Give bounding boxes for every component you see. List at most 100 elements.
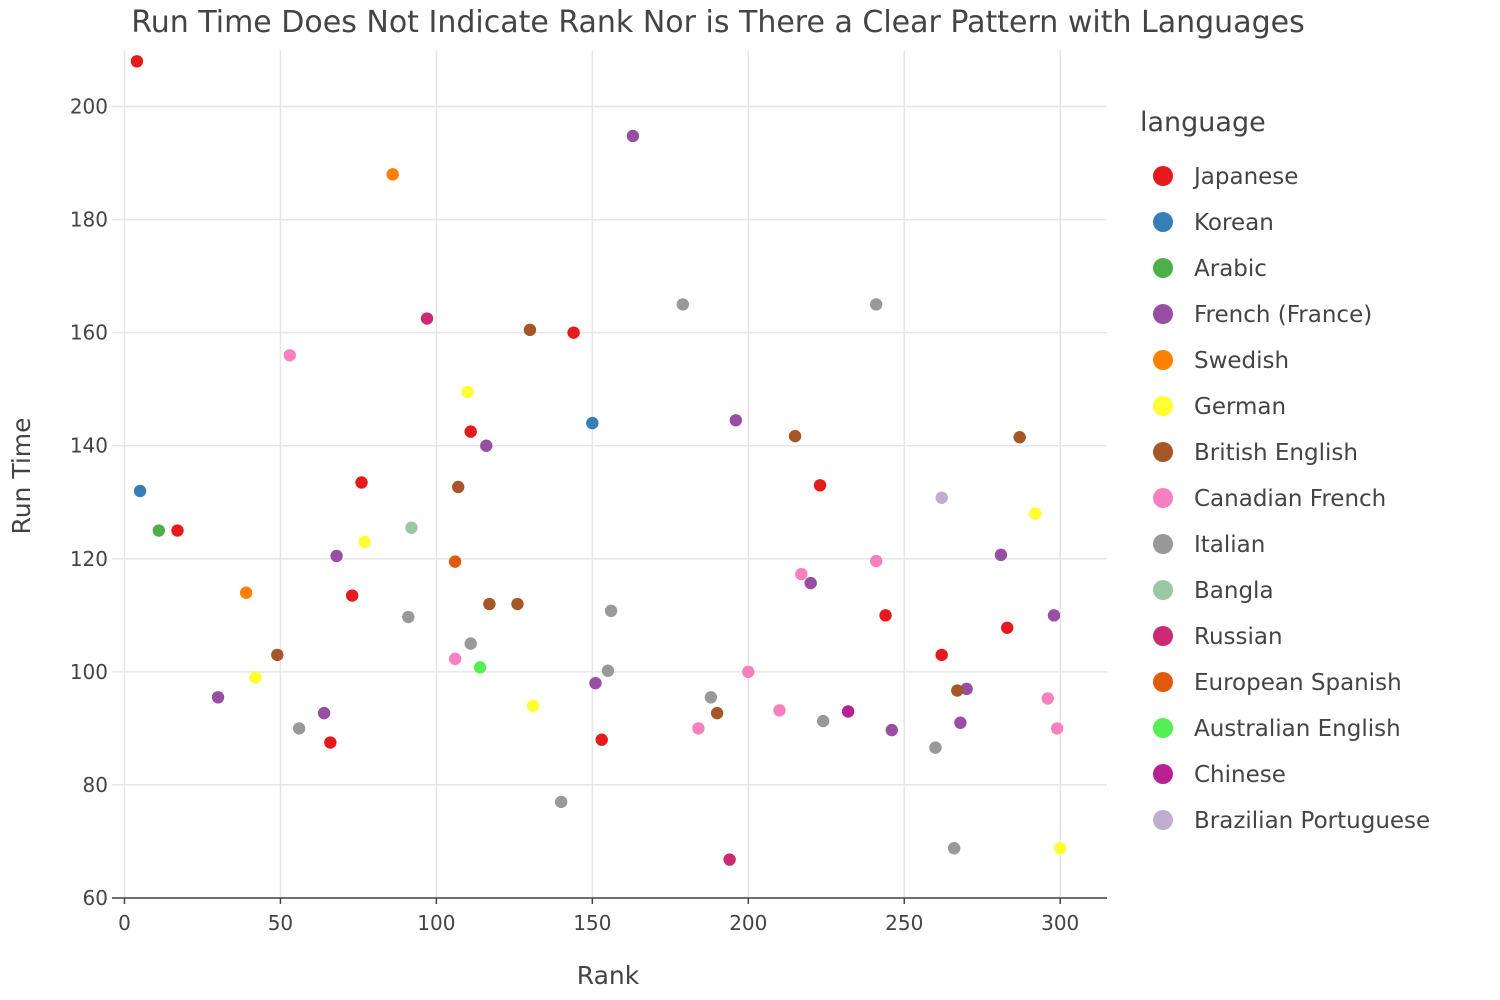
legend-swatch bbox=[1153, 580, 1173, 600]
point-french-france bbox=[804, 576, 817, 590]
point-french-france bbox=[317, 706, 331, 720]
point-japanese bbox=[171, 524, 184, 537]
legend-label: Italian bbox=[1194, 532, 1265, 558]
legend-swatch bbox=[1153, 810, 1173, 830]
point-japanese bbox=[935, 648, 948, 662]
point-british-english bbox=[452, 480, 465, 494]
legend-item-european-spanish[interactable]: European Spanish bbox=[1153, 670, 1402, 696]
point-canadian-french bbox=[448, 652, 462, 666]
point-japanese bbox=[324, 736, 337, 749]
point-french-france bbox=[330, 549, 343, 563]
point-japanese bbox=[813, 479, 827, 492]
point-italian bbox=[292, 722, 306, 735]
legend-item-russian[interactable]: Russian bbox=[1153, 624, 1283, 650]
point-russian bbox=[420, 312, 434, 325]
legend-item-italian[interactable]: Italian bbox=[1153, 532, 1265, 558]
point-british-english bbox=[788, 429, 802, 443]
point-canadian-french bbox=[692, 722, 705, 735]
legend-label: Australian English bbox=[1194, 716, 1401, 742]
point-italian bbox=[947, 842, 961, 855]
x-axis-ticks: 0 50 100 150 200 250 300 bbox=[118, 898, 1079, 935]
point-italian bbox=[604, 604, 618, 618]
point-french-france bbox=[994, 548, 1008, 562]
legend-item-australian-english[interactable]: Australian English bbox=[1153, 716, 1401, 742]
point-italian bbox=[601, 664, 615, 677]
legend-item-german[interactable]: German bbox=[1153, 394, 1286, 420]
point-canadian-french bbox=[283, 349, 296, 362]
point-swedish bbox=[239, 586, 253, 599]
point-swedish bbox=[386, 168, 399, 181]
point-german bbox=[526, 699, 540, 712]
legend-item-bangla[interactable]: Bangla bbox=[1153, 578, 1274, 604]
legend-item-canadian-french[interactable]: Canadian French bbox=[1153, 486, 1386, 512]
legend-item-brazilian-portuguese[interactable]: Brazilian Portuguese bbox=[1153, 808, 1430, 834]
y-tick-label: 180 bbox=[70, 208, 108, 232]
legend-label: German bbox=[1194, 394, 1286, 420]
legend-swatch bbox=[1153, 488, 1173, 508]
point-german bbox=[461, 385, 474, 399]
x-tick-label: 50 bbox=[268, 911, 293, 935]
point-canadian-french bbox=[1050, 722, 1064, 735]
legend-item-swedish[interactable]: Swedish bbox=[1153, 348, 1289, 374]
point-british-english bbox=[951, 684, 964, 697]
x-axis-title: Rank bbox=[577, 961, 640, 990]
legend-item-korean[interactable]: Korean bbox=[1153, 210, 1274, 236]
point-german bbox=[358, 535, 371, 549]
point-british-english bbox=[483, 597, 496, 611]
point-german bbox=[249, 671, 262, 684]
point-british-english bbox=[511, 597, 524, 611]
point-french-france bbox=[1047, 609, 1061, 622]
point-japanese bbox=[595, 733, 608, 746]
y-tick-label: 120 bbox=[70, 547, 108, 571]
legend-items: Japanese Korean Arabic French (France) Swedi… bbox=[1153, 164, 1430, 834]
point-japanese bbox=[464, 425, 477, 438]
legend-item-arabic[interactable]: Arabic bbox=[1153, 256, 1267, 282]
point-british-english bbox=[271, 648, 284, 662]
x-tick-label: 100 bbox=[417, 911, 455, 935]
legend-label: British English bbox=[1194, 440, 1358, 466]
legend-label: Swedish bbox=[1194, 348, 1289, 374]
legend-label: Chinese bbox=[1194, 762, 1286, 788]
legend-swatch bbox=[1153, 304, 1173, 324]
x-tick-label: 0 bbox=[118, 911, 131, 935]
legend-swatch bbox=[1153, 718, 1173, 738]
y-axis-title: Run Time bbox=[7, 417, 36, 534]
legend-swatch bbox=[1153, 212, 1173, 232]
legend-label: Brazilian Portuguese bbox=[1194, 808, 1430, 834]
point-italian bbox=[816, 714, 830, 728]
legend-swatch bbox=[1153, 442, 1173, 462]
point-japanese bbox=[879, 609, 892, 622]
legend-item-chinese[interactable]: Chinese bbox=[1153, 762, 1286, 788]
point-french-france bbox=[626, 129, 640, 143]
legend-swatch bbox=[1153, 396, 1173, 416]
point-arabic bbox=[152, 524, 165, 537]
point-italian bbox=[704, 691, 718, 704]
point-bangla bbox=[405, 521, 418, 534]
x-tick-label: 250 bbox=[885, 911, 923, 935]
legend-label: Arabic bbox=[1194, 256, 1267, 282]
legend-swatch bbox=[1153, 166, 1173, 186]
legend-swatch bbox=[1153, 350, 1173, 370]
legend-swatch bbox=[1153, 626, 1173, 646]
point-italian bbox=[676, 298, 689, 311]
legend-label: Canadian French bbox=[1194, 486, 1386, 512]
grid-lines bbox=[112, 50, 1107, 899]
legend-label: Japanese bbox=[1192, 164, 1298, 190]
point-french-france bbox=[885, 723, 898, 737]
point-italian bbox=[929, 741, 942, 754]
x-tick-label: 300 bbox=[1041, 911, 1079, 935]
x-tick-label: 200 bbox=[729, 911, 767, 935]
point-australian-english bbox=[473, 661, 487, 674]
legend-item-french-france[interactable]: French (France) bbox=[1153, 302, 1372, 328]
legend-item-british-english[interactable]: British English bbox=[1153, 440, 1358, 466]
data-points bbox=[130, 55, 1067, 866]
legend-item-japanese[interactable]: Japanese bbox=[1153, 164, 1298, 190]
point-brazilian-portuguese bbox=[935, 491, 948, 504]
legend-label: French (France) bbox=[1194, 302, 1372, 328]
legend-swatch bbox=[1153, 534, 1173, 554]
point-korean bbox=[133, 484, 147, 498]
point-french-france bbox=[960, 682, 973, 696]
chart-title: Run Time Does Not Indicate Rank Nor is T… bbox=[131, 5, 1304, 40]
point-german bbox=[1054, 842, 1067, 855]
point-russian bbox=[723, 853, 736, 866]
